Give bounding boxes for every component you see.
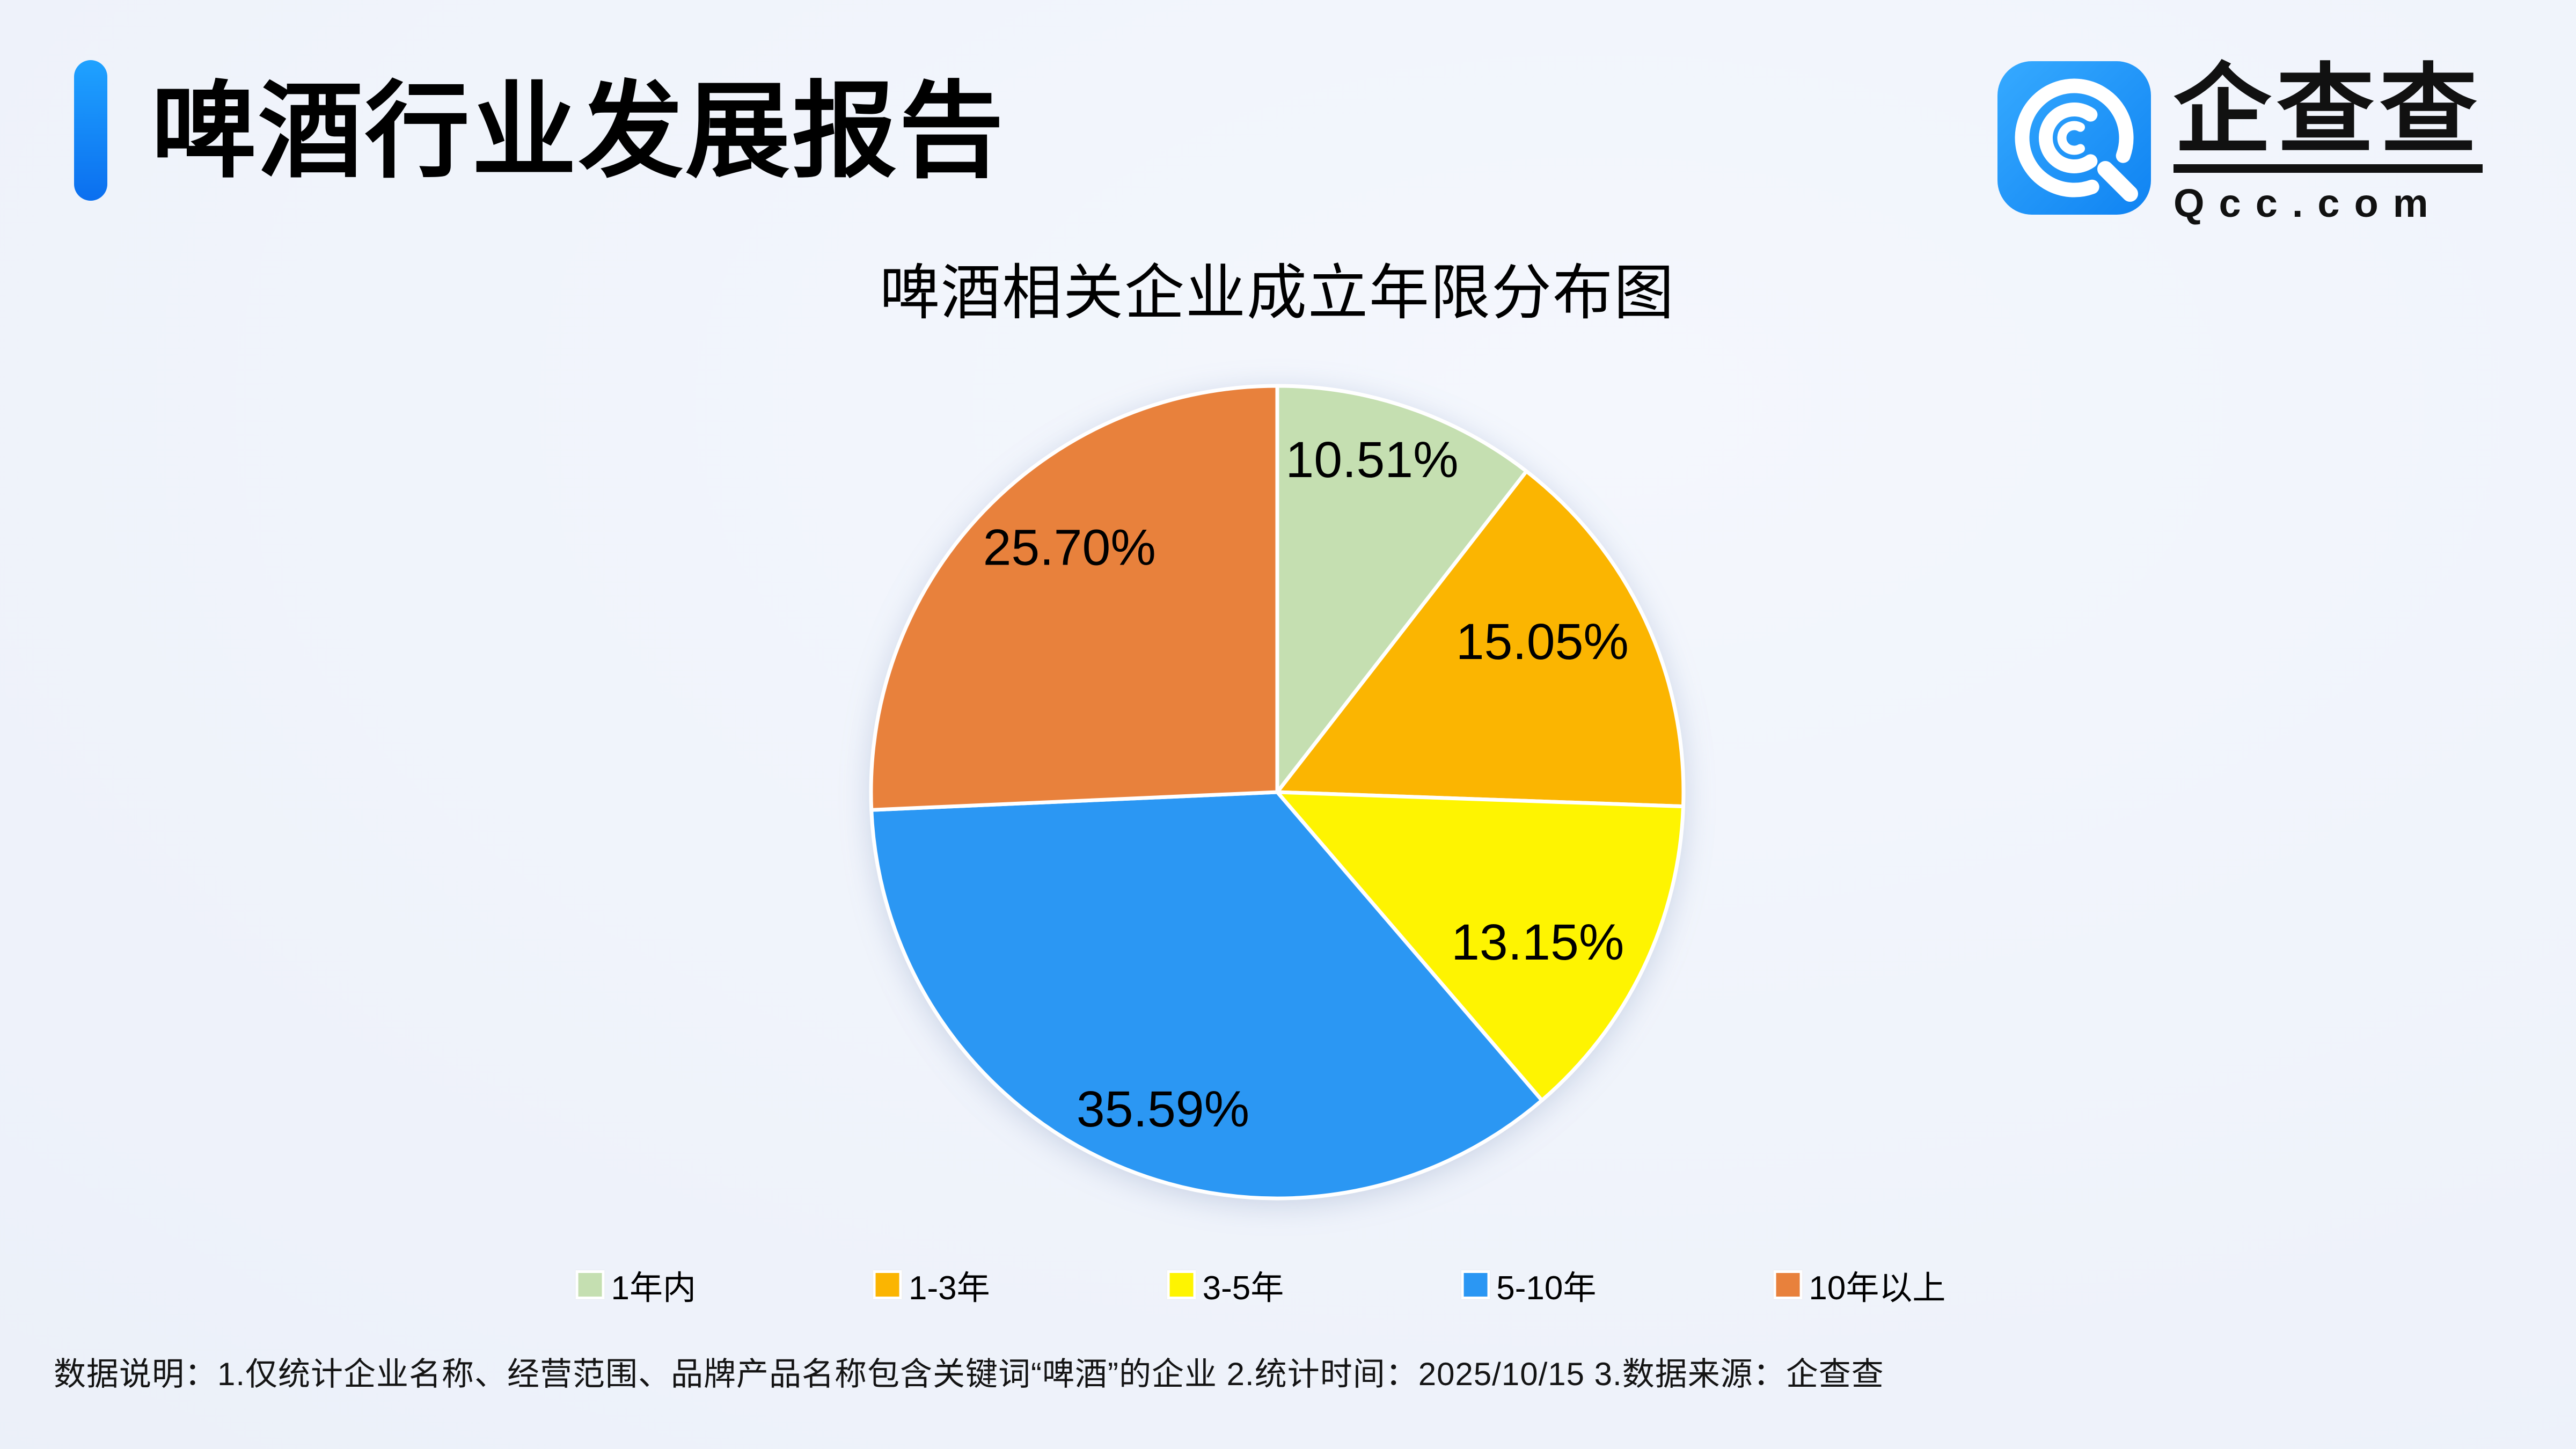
- pie-slice-3: [869, 790, 1544, 1201]
- legend-item-3: 5-10年: [1461, 1261, 1596, 1309]
- legend-item-0: 1年内: [575, 1261, 697, 1309]
- qcc-logo: 企查查 Qcc.com: [1997, 61, 2483, 226]
- legend-label-1: 1-3年: [909, 1270, 990, 1307]
- pie-label-2: 13.15%: [1451, 914, 1624, 971]
- chart-legend: 1年内 1-3年 3-5年 5-10年 10年以上: [575, 1261, 1945, 1309]
- pie-slice-1: [1275, 469, 1686, 809]
- pie-label-4: 25.70%: [983, 519, 1156, 576]
- legend-swatch-0: [575, 1270, 605, 1299]
- page-title: 啤酒行业发展报告: [151, 73, 1006, 190]
- q-spiral-glyph: [2015, 78, 2138, 202]
- legend-swatch-4: [1773, 1270, 1803, 1299]
- data-note: 数据说明：1.仅统计企业名称、经营范围、品牌产品名称包含关键词“啤酒”的企业 2…: [54, 1356, 1884, 1392]
- legend-label-3: 5-10年: [1496, 1270, 1597, 1307]
- pie-label-3: 35.59%: [1077, 1081, 1249, 1138]
- logo-domain: Qcc.com: [2174, 181, 2443, 225]
- chart-title: 啤酒相关企业成立年限分布图: [880, 259, 1675, 326]
- legend-swatch-2: [1167, 1270, 1196, 1299]
- pie-label-0: 10.51%: [1285, 431, 1458, 488]
- logo-brand-name: 企查查: [2174, 61, 2483, 173]
- legend-item-4: 10年以上: [1773, 1261, 1945, 1309]
- qcc-logo-icon: [1997, 61, 2151, 215]
- pie-slice-2: [1275, 790, 1685, 1102]
- legend-swatch-1: [873, 1270, 903, 1299]
- legend-swatch-3: [1461, 1270, 1490, 1299]
- pie-slice-0: [1275, 384, 1528, 794]
- pie-slice-4: [869, 384, 1279, 812]
- title-accent-bar: [74, 60, 107, 201]
- legend-label-2: 3-5年: [1202, 1270, 1284, 1307]
- legend-item-2: 3-5年: [1167, 1261, 1284, 1309]
- logo-text-block: 企查查 Qcc.com: [2174, 61, 2483, 226]
- pie-chart: 10.51% 15.05% 13.15% 35.59% 25.70%: [869, 384, 1686, 1201]
- pie-label-1: 15.05%: [1456, 613, 1629, 670]
- legend-item-1: 1-3年: [873, 1261, 990, 1309]
- legend-label-4: 10年以上: [1809, 1270, 1946, 1307]
- legend-label-0: 1年内: [611, 1270, 697, 1307]
